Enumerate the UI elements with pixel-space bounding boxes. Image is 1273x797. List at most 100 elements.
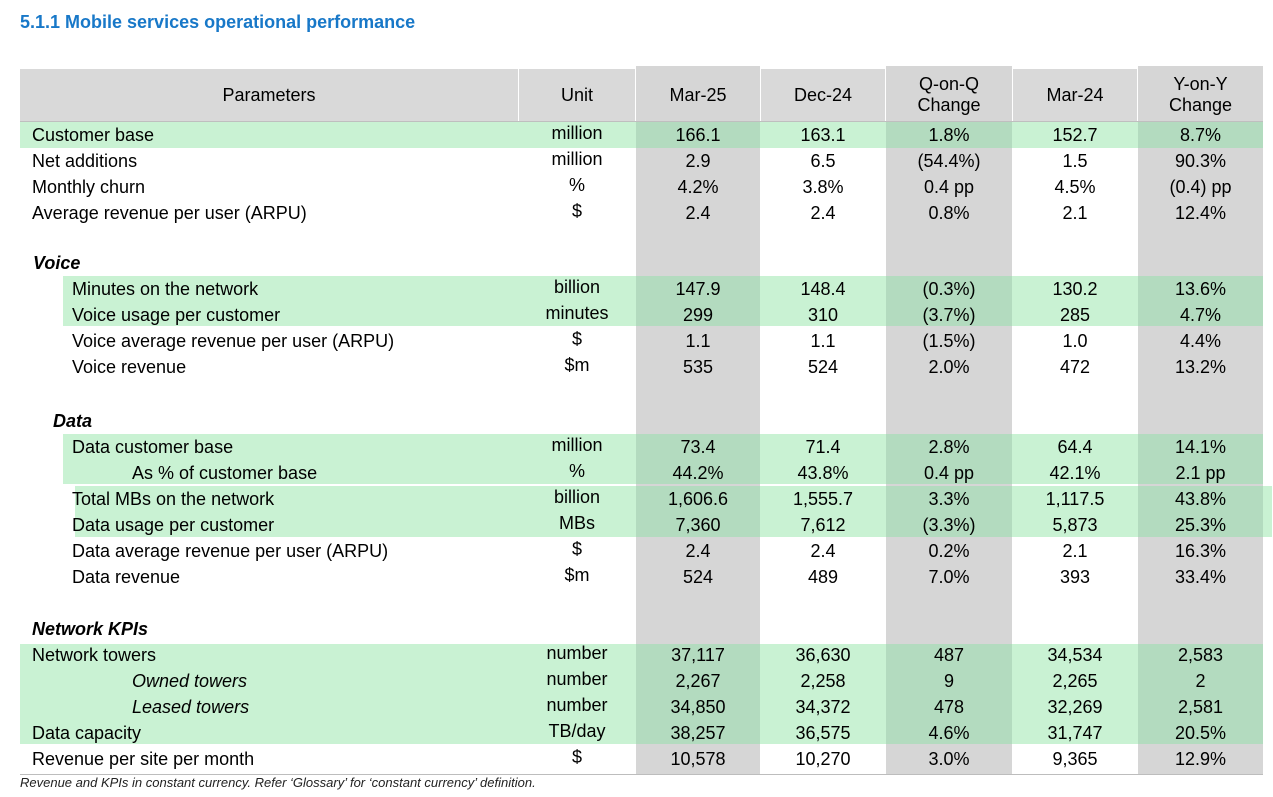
row-value: 14.1% [1174,437,1227,457]
section-heading: Network KPIs [32,619,149,639]
row-unit: $ [571,329,582,349]
row-value: (0.4) pp [1169,177,1232,197]
page-title: 5.1.1 Mobile services operational perfor… [20,12,416,32]
header-yoy-change: Y-on-Y Change [1168,74,1233,115]
row-value: 9,365 [1052,749,1098,769]
row-value: 64.4 [1057,437,1093,457]
footnote: Revenue and KPIs in constant currency. R… [20,775,536,790]
row-value: 33.4% [1174,567,1227,587]
row-value: 472 [1059,357,1091,377]
row-label: Monthly churn [32,177,146,197]
mobile-performance-table: Parameters Unit Mar-25 Dec-24 Q-on-Q Cha… [20,66,1272,775]
row-value: 1.8% [928,125,970,145]
row-value: 25.3% [1174,515,1227,535]
header-qoq-change: Q-on-Q Change [917,74,981,115]
row-value: 152.7 [1052,125,1098,145]
row-label: Customer base [32,125,155,145]
row-value: 34,850 [670,697,726,717]
row-value: 37,117 [671,645,725,665]
row-label: Network towers [32,645,157,665]
row-value: 4.7% [1179,305,1222,325]
row-value: 32,269 [1047,697,1103,717]
row-value: 4.2% [677,177,719,197]
section-heading: Voice [33,253,81,273]
row-value: 524 [807,357,839,377]
row-value: 6.5 [810,151,836,171]
row-value: 2.8% [928,437,970,457]
row-unit: number [546,643,608,663]
row-value: 148.4 [800,279,846,299]
row-value: 2.4 [685,203,711,223]
row-unit: minutes [545,303,609,323]
row-unit: million [551,149,603,169]
row-unit: % [568,175,585,195]
row-value: 130.2 [1052,279,1098,299]
row-label: Owned towers [132,671,248,691]
row-unit: % [568,461,585,481]
table-bottom-border [20,774,1263,775]
row-value: (3.3%) [922,515,976,535]
highlight-overlap [1138,486,1263,537]
row-label: As % of customer base [132,463,318,483]
header-bg-mar24 [1013,69,1137,121]
highlight-overlap [886,644,1012,744]
row-value: (3.7%) [922,305,976,325]
row-value: 2 [1195,671,1206,691]
row-label: Data customer base [72,437,234,457]
row-value: 90.3% [1174,151,1227,171]
row-value: 13.2% [1174,357,1227,377]
row-value: 10,270 [795,749,851,769]
row-label: Revenue per site per month [32,749,255,769]
row-label: Average revenue per user (ARPU) [32,203,307,223]
row-value: 43.8% [797,463,849,483]
row-value: 13.6% [1174,279,1227,299]
row-value: 1,555.7 [792,489,854,509]
row-value: (54.4%) [917,151,981,171]
row-value: 71.4 [805,437,841,457]
row-value: 2,583 [1177,645,1224,665]
row-label: Data usage per customer [72,515,275,535]
row-value: 0.8% [928,203,970,223]
row-unit: number [546,695,608,715]
row-unit: number [546,669,608,689]
highlight-overlap [636,486,760,537]
row-value: 4.4% [1179,331,1222,351]
row-value: 147.9 [675,279,721,299]
header-bg-unit [519,69,635,121]
row-unit: million [551,435,603,455]
highlight-overlap [636,644,760,744]
row-value: 1,117.5 [1045,489,1105,509]
row-unit: $ [571,747,582,767]
row-label: Leased towers [132,697,250,717]
header-dec24: Dec-24 [793,84,853,105]
row-unit: million [551,123,603,143]
header-bg-parameters [20,69,518,121]
row-value: 3.3% [928,489,970,509]
row-value: 2.1 [1062,541,1088,561]
row-value: 5,873 [1052,515,1098,535]
highlight-overlap [636,434,760,484]
row-label: Net additions [32,151,138,171]
row-value: 3.8% [802,177,844,197]
row-value: 166.1 [675,125,721,145]
row-value: 0.4 pp [923,463,975,483]
row-value: 34,372 [795,697,851,717]
row-value: 0.2% [928,541,970,561]
row-value: 2.0% [928,357,970,377]
highlight-overlap [636,276,760,326]
row-value: 2.4 [685,541,711,561]
row-label: Data capacity [32,723,142,743]
row-value: (1.5%) [922,331,976,351]
row-value: 1,606.6 [667,489,729,509]
highlight-overlap [886,122,1012,148]
row-value: 535 [682,357,714,377]
row-value: 393 [1059,567,1091,587]
row-value: 7.0% [928,567,970,587]
row-value: 7,612 [800,515,846,535]
row-value: 163.1 [800,125,846,145]
row-unit: $m [564,565,590,585]
header-parameters: Parameters [222,84,316,105]
row-label: Voice usage per customer [72,305,281,325]
row-value: 38,257 [670,723,726,743]
row-value: 9 [943,671,954,691]
